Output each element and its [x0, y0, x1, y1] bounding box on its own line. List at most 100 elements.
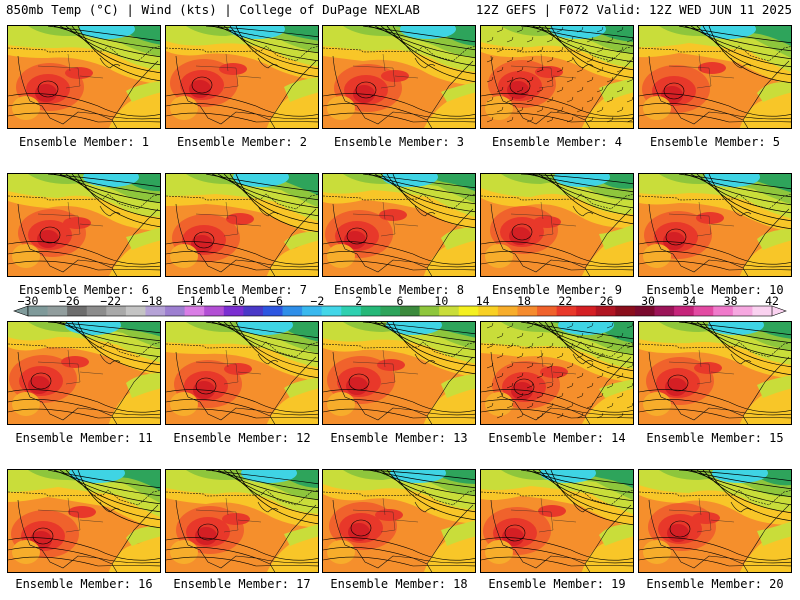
colorbar-swatch [282, 306, 303, 316]
ensemble-member-label: Ensemble Member: 7 [176, 283, 308, 297]
ensemble-member-map [322, 173, 476, 277]
colorbar-swatch [497, 306, 518, 316]
ensemble-member-map [7, 321, 161, 425]
colorbar-swatch [400, 306, 420, 316]
colorbar-tick-label: 6 [397, 296, 404, 308]
colorbar-tick-label: 14 [476, 296, 490, 308]
colorbar-tick-label: −10 [224, 296, 245, 308]
colorbar-swatch [556, 306, 577, 316]
header-title: 850mb Temp (°C) | Wind (kts) | College o… [6, 2, 420, 17]
colorbar-tick-label: −18 [142, 296, 163, 308]
colorbar-swatch [302, 306, 323, 316]
ensemble-member-map [322, 25, 476, 129]
ensemble-member-label: Ensemble Member: 2 [176, 135, 308, 149]
colorbar-swatch [595, 306, 616, 316]
colorbar-swatch [106, 306, 127, 316]
colorbar-swatch [67, 306, 88, 316]
ensemble-member-label: Ensemble Member: 1 [18, 135, 150, 149]
ensemble-member-label: Ensemble Member: 8 [333, 283, 465, 297]
colorbar-swatch [145, 306, 166, 316]
ensemble-member-map [638, 173, 792, 277]
colorbar-swatch [576, 306, 597, 316]
colorbar-swatch [243, 306, 264, 316]
colorbar-tick-label: −6 [269, 296, 283, 308]
colorbar-tick-label: 26 [600, 296, 614, 308]
ensemble-member-label: Ensemble Member: 14 [488, 431, 626, 445]
colorbar-swatch [47, 306, 68, 316]
ensemble-member-map [638, 321, 792, 425]
colorbar-tick-label: 2 [355, 296, 362, 308]
colorbar-swatch [674, 306, 695, 316]
ensemble-member-label: Ensemble Member: 5 [649, 135, 781, 149]
colorbar-tick-label: −30 [18, 296, 39, 308]
ensemble-member-map [165, 469, 319, 573]
ensemble-member-map [480, 25, 634, 129]
colorbar-swatch [204, 306, 225, 316]
ensemble-member-map [638, 25, 792, 129]
colorbar-tick-label: 30 [641, 296, 655, 308]
colorbar-swatch [654, 306, 675, 316]
ensemble-member-map [7, 25, 161, 129]
ensemble-member-map [7, 173, 161, 277]
ensemble-member-label: Ensemble Member: 17 [173, 577, 311, 591]
colorbar-swatch [360, 306, 381, 316]
ensemble-member-map [480, 469, 634, 573]
colorbar-swatch [380, 306, 401, 316]
colorbar-swatch [86, 306, 107, 316]
colorbar-swatch [28, 306, 48, 316]
ensemble-member-label: Ensemble Member: 15 [646, 431, 784, 445]
colorbar-swatch [713, 306, 734, 316]
colorbar-tick-label: −26 [59, 296, 80, 308]
colorbar-swatch [439, 306, 460, 316]
colorbar-tick-label: −22 [100, 296, 121, 308]
temperature-colorbar: −30 −26 −22 −18 −14 −10 −6 −2 2 6 10 14 18 22 26 30 34 38… [13, 296, 787, 317]
colorbar-swatch [125, 306, 146, 316]
ensemble-member-label: Ensemble Member: 11 [15, 431, 153, 445]
ensemble-member-map [322, 469, 476, 573]
colorbar-swatch [634, 306, 655, 316]
ensemble-member-label: Ensemble Member: 6 [18, 283, 150, 297]
colorbar-tick-label: 22 [558, 296, 572, 308]
colorbar-tick-label: −2 [310, 296, 324, 308]
colorbar-swatch [752, 306, 773, 316]
colorbar-swatch [537, 306, 558, 316]
ensemble-member-map [165, 173, 319, 277]
ensemble-member-map [480, 321, 634, 425]
colorbar-swatch [615, 306, 636, 316]
colorbar-swatch [321, 306, 342, 316]
colorbar-swatch [262, 306, 283, 316]
ensemble-member-map [480, 173, 634, 277]
colorbar-swatch [458, 306, 479, 316]
colorbar-tick-label: 38 [724, 296, 738, 308]
ensemble-member-label: Ensemble Member: 9 [491, 283, 623, 297]
ensemble-member-map [165, 25, 319, 129]
colorbar-swatch [165, 306, 186, 316]
colorbar-swatch [517, 306, 538, 316]
ensemble-member-label: Ensemble Member: 18 [330, 577, 468, 591]
ensemble-member-map [165, 321, 319, 425]
ensemble-member-label: Ensemble Member: 19 [488, 577, 626, 591]
header-valid-time: 12Z GEFS | F072 Valid: 12Z WED JUN 11 20… [475, 2, 792, 17]
colorbar-tick-label: 34 [682, 296, 696, 308]
ensemble-member-label: Ensemble Member: 12 [173, 431, 311, 445]
colorbar-swatch [184, 306, 205, 316]
colorbar-swatch [341, 306, 362, 316]
colorbar-swatch [732, 306, 753, 316]
colorbar-swatch [693, 306, 714, 316]
ensemble-member-label: Ensemble Member: 4 [491, 135, 623, 149]
ensemble-member-label: Ensemble Member: 13 [330, 431, 468, 445]
ensemble-member-label: Ensemble Member: 16 [15, 577, 153, 591]
colorbar-swatch [419, 306, 440, 316]
colorbar-tick-label: −14 [183, 296, 204, 308]
ensemble-member-map [638, 469, 792, 573]
ensemble-member-map [7, 469, 161, 573]
ensemble-member-label: Ensemble Member: 20 [646, 577, 784, 591]
ensemble-member-map [322, 321, 476, 425]
colorbar-tick-label: 10 [434, 296, 448, 308]
colorbar-swatch [223, 306, 244, 316]
colorbar-tick-label: 42 [765, 296, 779, 308]
colorbar-swatch [478, 306, 499, 316]
ensemble-member-label: Ensemble Member: 3 [333, 135, 465, 149]
ensemble-member-label: Ensemble Member: 10 [646, 283, 784, 297]
colorbar-tick-label: 18 [517, 296, 531, 308]
